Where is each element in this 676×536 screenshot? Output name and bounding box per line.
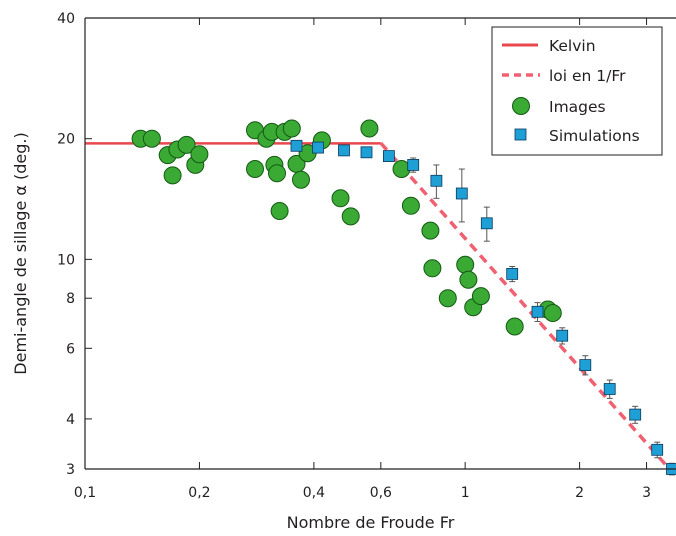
simulation-data-point (312, 141, 324, 154)
simulation-data-point (579, 359, 592, 372)
x-axis-label: Nombre de Froude Fr (287, 513, 455, 532)
legend-square-marker (514, 128, 527, 141)
image-data-point (246, 160, 264, 178)
image-data-point (163, 166, 182, 185)
image-data-point (282, 119, 301, 138)
x-tick-label: 2 (575, 485, 584, 501)
image-data-point (177, 135, 196, 154)
simulation-data-point (651, 443, 664, 456)
legend: Kelvin loi en 1/Fr Images Simulations (491, 26, 663, 156)
image-data-point (543, 304, 562, 322)
y-tick-label: 4 (66, 412, 75, 428)
image-data-point (421, 221, 440, 240)
y-tick-label: 6 (66, 341, 75, 357)
x-tick-label: 0,2 (188, 485, 210, 501)
image-data-point (268, 164, 286, 183)
simulation-data-point (506, 267, 519, 280)
simulation-data-point (531, 305, 544, 318)
y-tick-label: 10 (57, 252, 75, 268)
legend-kelvin-label: Kelvin (549, 37, 596, 55)
y-tick-label: 3 (66, 462, 75, 478)
image-data-point (423, 259, 442, 278)
image-data-point (360, 119, 379, 138)
y-axis-label: Demi-angle de sillage α (deg.) (11, 132, 30, 374)
image-data-point (190, 145, 209, 164)
image-data-point (438, 289, 457, 308)
image-data-point (331, 189, 350, 208)
image-data-point (505, 317, 524, 336)
x-tick-label: 0,4 (303, 485, 325, 501)
image-data-point (142, 129, 161, 148)
image-data-point (270, 202, 289, 220)
legend-dashed-label: loi en 1/Fr (549, 67, 626, 85)
image-data-point (341, 207, 360, 226)
image-data-point (292, 170, 310, 189)
legend-simulations-label: Simulations (549, 127, 640, 145)
simulation-data-point (603, 383, 616, 395)
simulation-data-point (290, 139, 303, 152)
x-tick-label: 0,6 (370, 485, 392, 501)
simulation-data-point (407, 158, 420, 171)
simulation-data-point (338, 144, 350, 157)
x-tick-label: 1 (461, 485, 470, 501)
simulation-data-point (430, 174, 443, 187)
simulation-data-point (455, 187, 468, 200)
legend-images-label: Images (549, 98, 606, 116)
y-tick-label: 20 (57, 132, 75, 148)
simulation-data-point (480, 217, 493, 230)
x-tick-label: 0,1 (74, 485, 96, 501)
y-tick-label: 8 (66, 291, 75, 307)
simulation-data-point (556, 329, 569, 342)
x-tick-label: 3 (642, 485, 651, 501)
y-tick-label: 40 (57, 11, 75, 27)
inverse-froude-law-line (379, 141, 674, 474)
legend-circle-marker (512, 97, 530, 115)
image-data-point (456, 255, 475, 274)
simulation-data-point (382, 150, 395, 163)
image-data-point (459, 270, 478, 289)
simulation-data-point (629, 408, 642, 421)
image-data-point (471, 287, 490, 306)
image-data-point (401, 196, 420, 215)
simulation-data-point (360, 146, 373, 159)
